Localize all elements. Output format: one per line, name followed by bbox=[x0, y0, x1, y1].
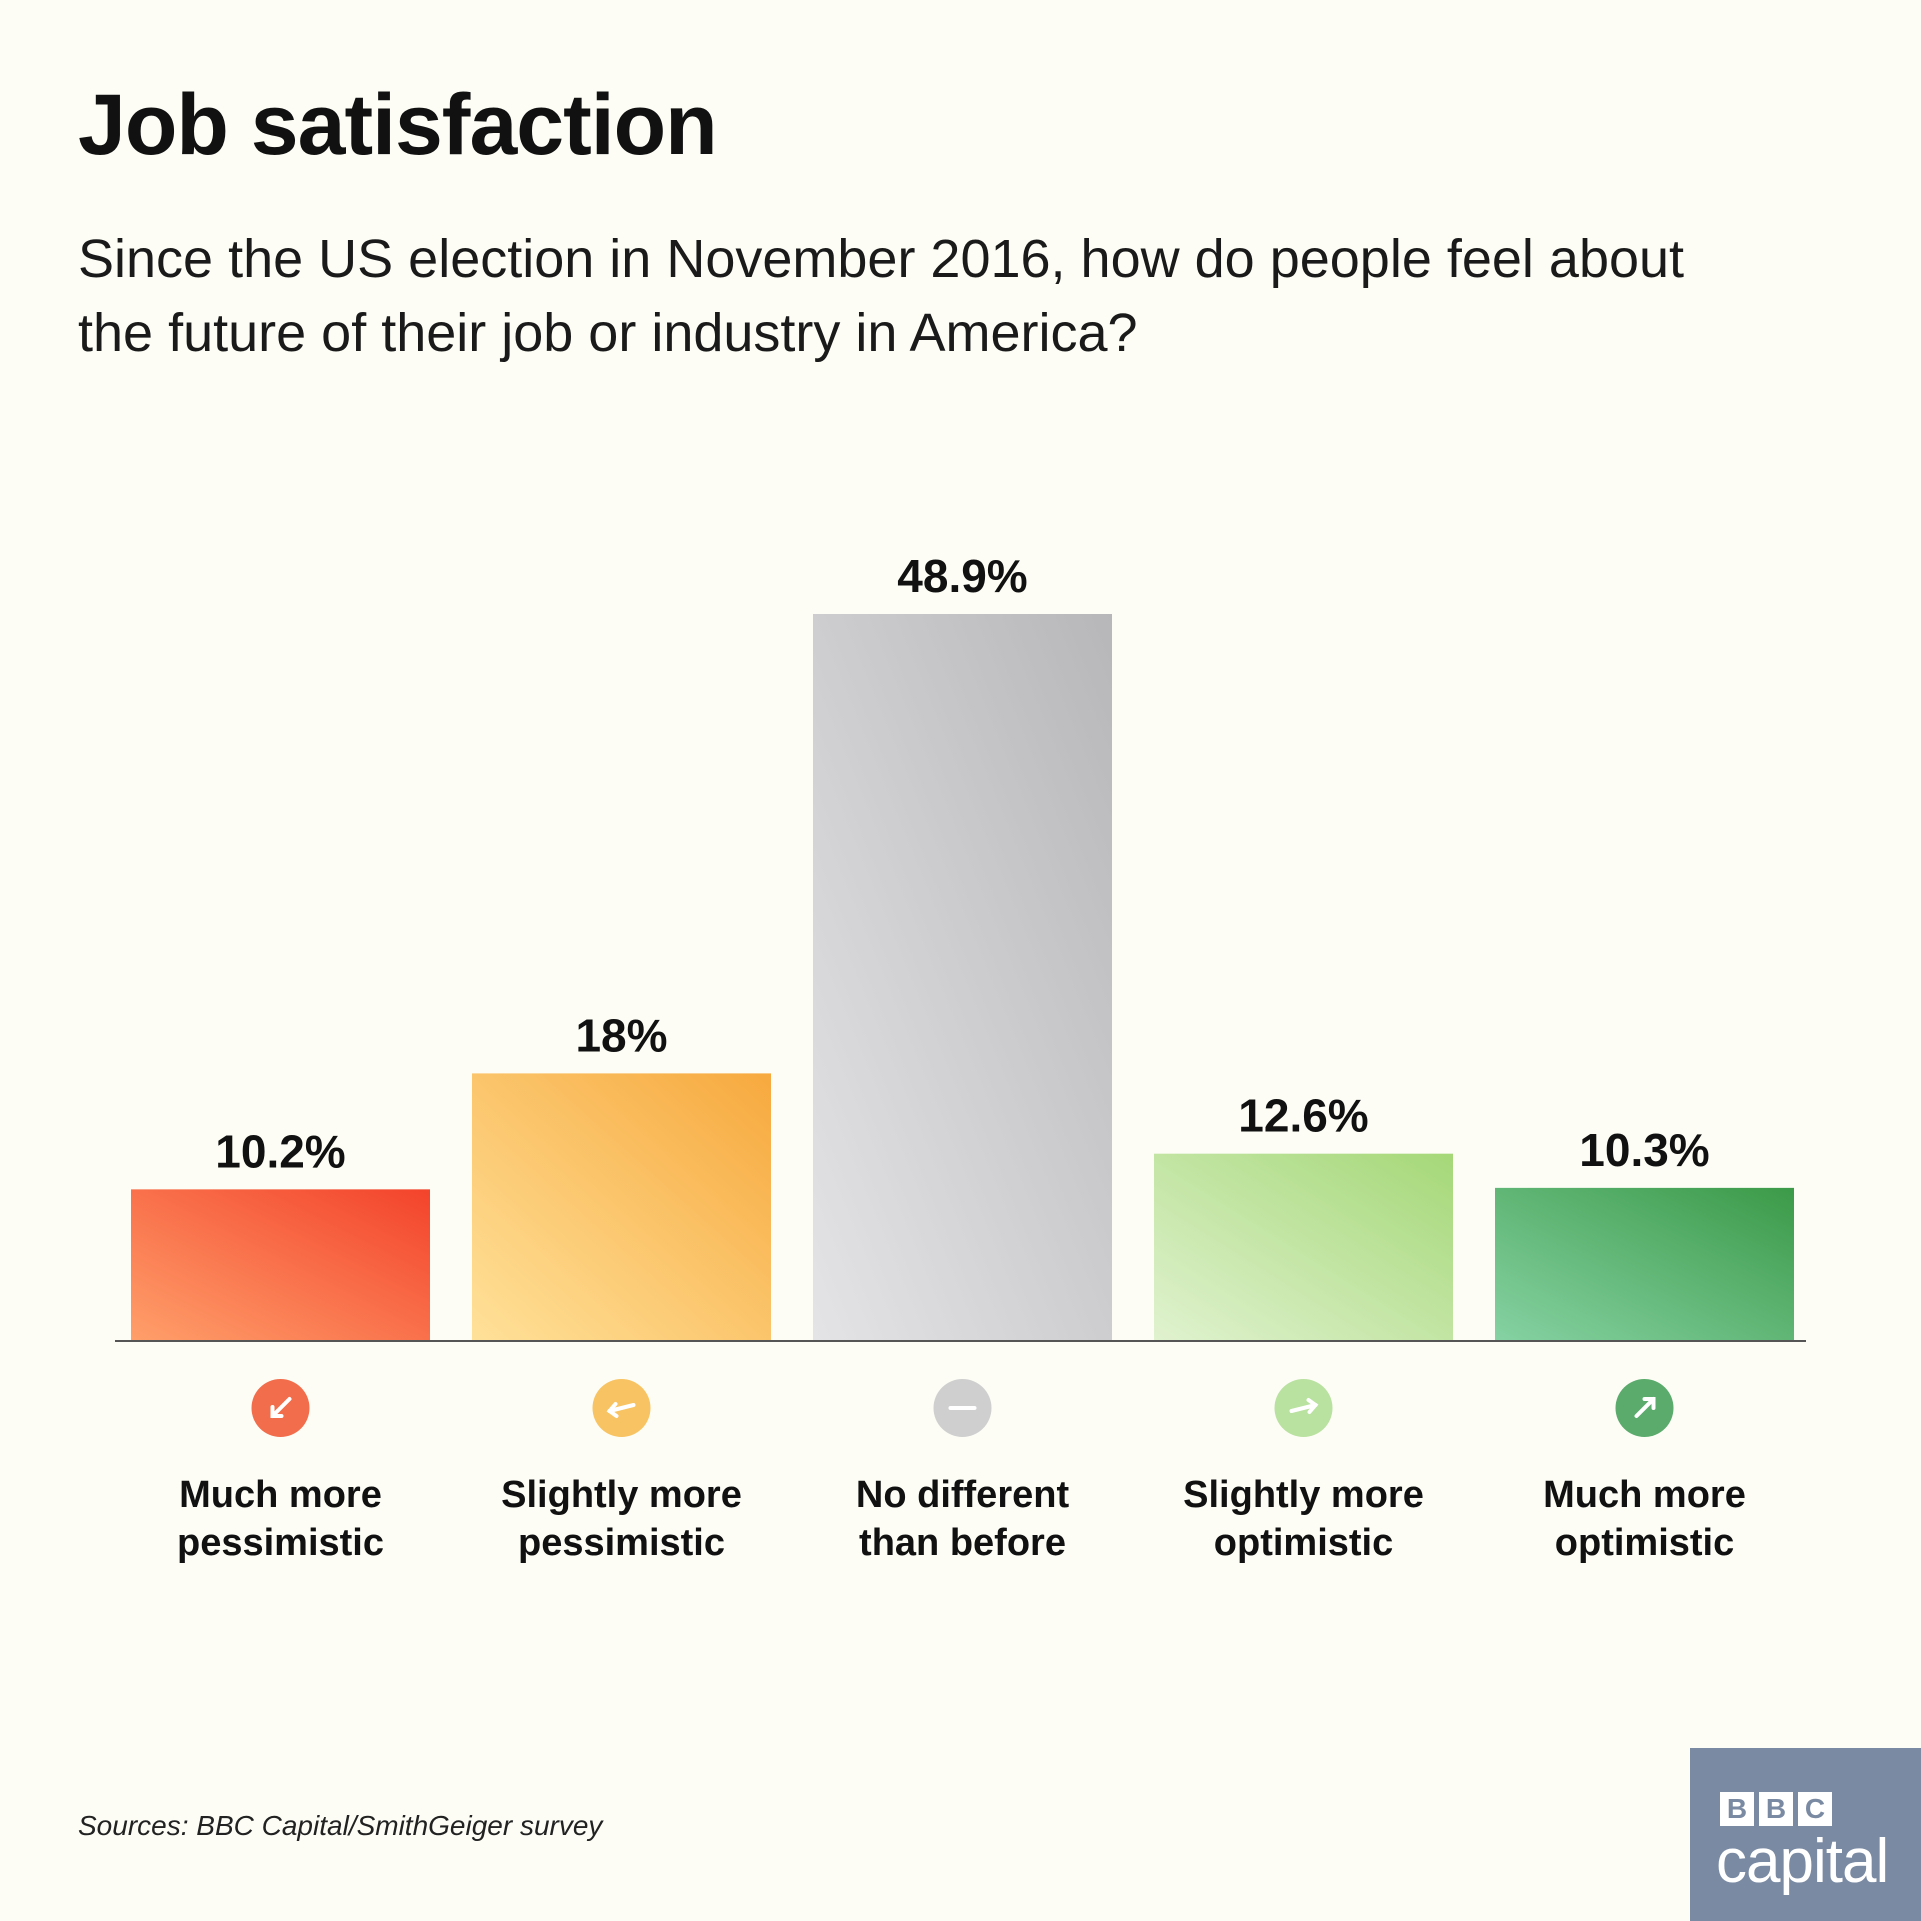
data-label: 18% bbox=[575, 1009, 667, 1061]
dash-icon bbox=[933, 1379, 992, 1437]
chart-subtitle: Since the US election in November 2016, … bbox=[78, 229, 1685, 363]
bar bbox=[472, 1073, 771, 1341]
category-label: Slightly more bbox=[501, 1474, 742, 1516]
chart-title: Job satisfaction bbox=[78, 77, 718, 173]
logo-letter: B bbox=[1720, 1792, 1754, 1826]
bar bbox=[1495, 1187, 1794, 1341]
logo-letter: B bbox=[1759, 1792, 1793, 1826]
arrow-up-right-icon bbox=[1615, 1379, 1674, 1437]
category-label: optimistic bbox=[1214, 1522, 1393, 1564]
data-label: 12.6% bbox=[1238, 1090, 1368, 1142]
data-label: 48.9% bbox=[897, 550, 1027, 602]
category-label: Much more bbox=[179, 1474, 382, 1516]
category-label: Much more bbox=[1543, 1474, 1746, 1516]
arrow-down-left-icon bbox=[251, 1379, 310, 1437]
arrow-left-icon bbox=[592, 1379, 651, 1437]
bar bbox=[1154, 1153, 1453, 1341]
bbc-blocks: B B C bbox=[1720, 1792, 1832, 1826]
category-label: No different bbox=[856, 1474, 1070, 1516]
bar bbox=[813, 614, 1112, 1341]
category-label: Slightly more bbox=[1183, 1474, 1424, 1516]
source-note: Sources: BBC Capital/SmithGeiger survey bbox=[78, 1810, 603, 1841]
bbc-capital-logo: B B C capital bbox=[1690, 1748, 1921, 1921]
category-label: optimistic bbox=[1555, 1522, 1734, 1564]
data-label: 10.2% bbox=[215, 1125, 345, 1177]
category-label: than before bbox=[859, 1522, 1066, 1564]
category-label: pessimistic bbox=[518, 1522, 725, 1564]
data-label: 10.3% bbox=[1579, 1124, 1709, 1176]
bar bbox=[131, 1189, 430, 1341]
logo-wordmark: capital bbox=[1716, 1827, 1889, 1896]
logo-letter: C bbox=[1798, 1792, 1832, 1826]
category-label: pessimistic bbox=[177, 1522, 384, 1564]
arrow-right-icon bbox=[1274, 1379, 1333, 1437]
